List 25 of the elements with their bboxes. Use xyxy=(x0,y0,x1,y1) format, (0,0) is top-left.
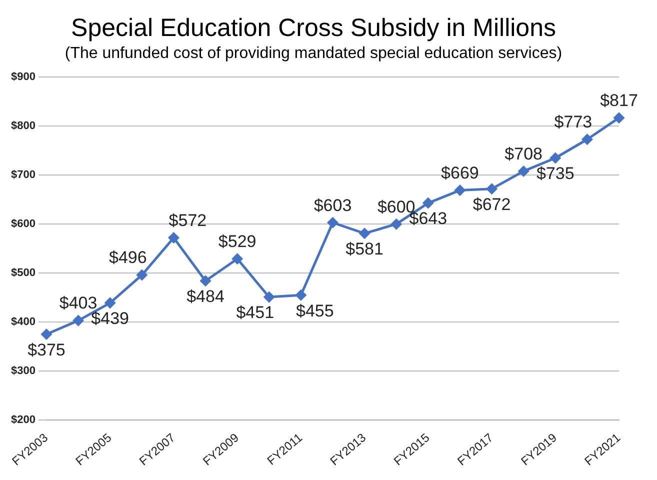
y-tick-label: $800 xyxy=(10,120,36,132)
y-tick-label: $600 xyxy=(10,218,36,230)
data-label: $572 xyxy=(168,210,207,230)
y-tick-label: $900 xyxy=(10,71,36,84)
data-label: $529 xyxy=(218,232,256,252)
y-tick-label: $200 xyxy=(10,414,36,426)
data-label: $669 xyxy=(441,163,479,182)
y-tick-label: $300 xyxy=(10,365,36,378)
chart-title: Special Education Cross Subsidy in Millions xyxy=(71,14,556,42)
y-tick-label: $700 xyxy=(10,169,36,182)
data-label: $455 xyxy=(296,301,334,320)
y-tick-label: $500 xyxy=(10,267,36,280)
chart-subtitle: (The unfunded cost of providing mandated special education services) xyxy=(64,45,562,62)
data-label: $581 xyxy=(346,240,384,259)
data-label: $773 xyxy=(554,112,592,132)
data-label: $451 xyxy=(236,303,274,322)
data-label: $708 xyxy=(504,144,542,164)
data-label: $375 xyxy=(28,340,66,360)
data-label: $817 xyxy=(600,91,638,110)
data-label: $672 xyxy=(472,195,511,214)
data-label: $603 xyxy=(314,196,352,215)
data-label: $484 xyxy=(186,287,224,306)
y-tick-label: $400 xyxy=(10,316,36,328)
data-label: $735 xyxy=(536,164,574,184)
data-label: $496 xyxy=(108,248,147,268)
